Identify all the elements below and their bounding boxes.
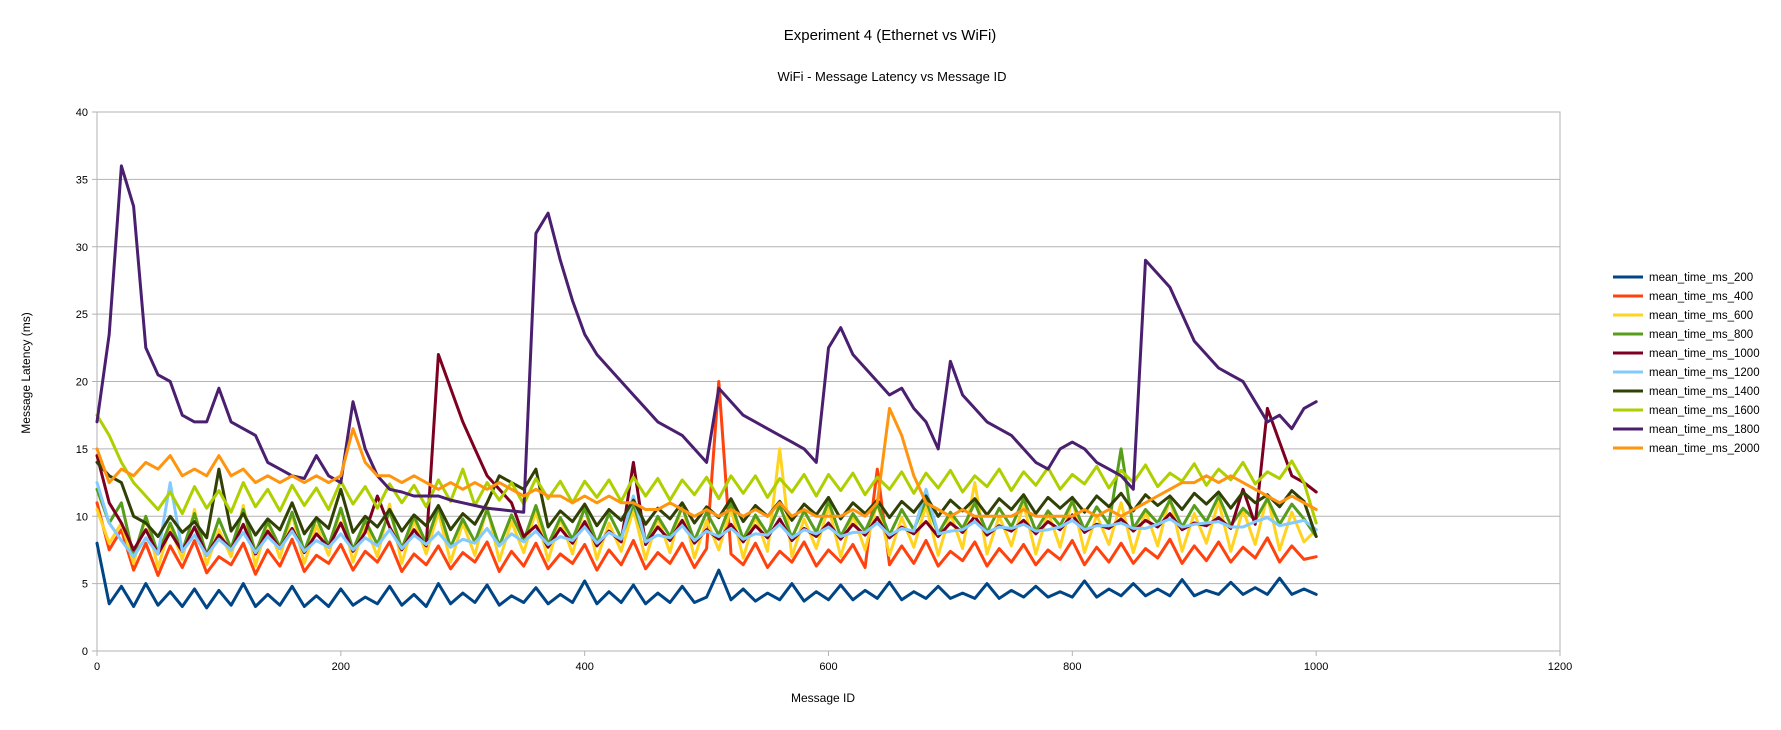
legend-item: mean_time_ms_2000: [1613, 443, 1760, 455]
y-tick-label: 35: [76, 174, 88, 186]
series-line-mean-time-ms-1200: [95, 481, 1318, 559]
x-tick-label: 600: [819, 661, 837, 673]
legend-item: mean_time_ms_1800: [1613, 424, 1760, 436]
y-tick-label: 25: [76, 309, 88, 321]
legend-item: mean_time_ms_200: [1613, 272, 1753, 284]
y-tick-label: 20: [76, 377, 88, 389]
series-line-mean-time-ms-800: [95, 447, 1318, 559]
chart-title: Experiment 4 (Ethernet vs WiFi): [784, 27, 997, 44]
y-tick-label: 5: [82, 579, 88, 591]
y-tick-label: 40: [76, 107, 88, 119]
legend-item: mean_time_ms_1600: [1613, 405, 1760, 417]
legend-item: mean_time_ms_800: [1613, 329, 1753, 341]
legend-item: mean_time_ms_1400: [1613, 386, 1760, 398]
x-tick-label: 1000: [1304, 661, 1328, 673]
series-lines: [95, 164, 1318, 610]
legend-label: mean_time_ms_1800: [1649, 424, 1760, 436]
y-tick-label: 30: [76, 242, 88, 254]
series-line-mean-time-ms-1800: [95, 164, 1318, 514]
x-tick-label: 800: [1063, 661, 1081, 673]
legend-item: mean_time_ms_1000: [1613, 348, 1760, 360]
x-tick-label: 1200: [1548, 661, 1572, 673]
legend-label: mean_time_ms_1000: [1649, 348, 1760, 360]
legend-item: mean_time_ms_600: [1613, 310, 1753, 322]
legend-label: mean_time_ms_1200: [1649, 367, 1760, 379]
legend-item: mean_time_ms_1200: [1613, 367, 1760, 379]
y-tick-label: 10: [76, 511, 88, 523]
x-tick-label: 200: [332, 661, 350, 673]
series-line-mean-time-ms-2000: [95, 406, 1318, 518]
y-tick-label: 0: [82, 646, 88, 658]
x-tick-label: 0: [94, 661, 100, 673]
x-axis-label: Message ID: [791, 691, 855, 705]
legend-label: mean_time_ms_1400: [1649, 386, 1760, 398]
legend-label: mean_time_ms_200: [1649, 272, 1753, 284]
legend-label: mean_time_ms_600: [1649, 310, 1753, 322]
legend-label: mean_time_ms_2000: [1649, 443, 1760, 455]
series-line-mean-time-ms-1400: [95, 460, 1318, 540]
legend-label: mean_time_ms_400: [1649, 291, 1753, 303]
series-line-mean-time-ms-1600: [95, 413, 1318, 525]
series-line-mean-time-ms-200: [95, 541, 1318, 610]
x-tick-label: 400: [575, 661, 593, 673]
legend-label: mean_time_ms_800: [1649, 329, 1753, 341]
legend: mean_time_ms_200 mean_time_ms_400 mean_tim…: [1613, 272, 1760, 455]
legend-label: mean_time_ms_1600: [1649, 405, 1760, 417]
legend-item: mean_time_ms_400: [1613, 291, 1753, 303]
y-axis-label: Message Latency (ms): [19, 312, 33, 433]
series-line-mean-time-ms-400: [95, 380, 1318, 577]
y-tick-label: 15: [76, 444, 88, 456]
chart-subtitle: WiFi - Message Latency vs Message ID: [777, 69, 1006, 84]
